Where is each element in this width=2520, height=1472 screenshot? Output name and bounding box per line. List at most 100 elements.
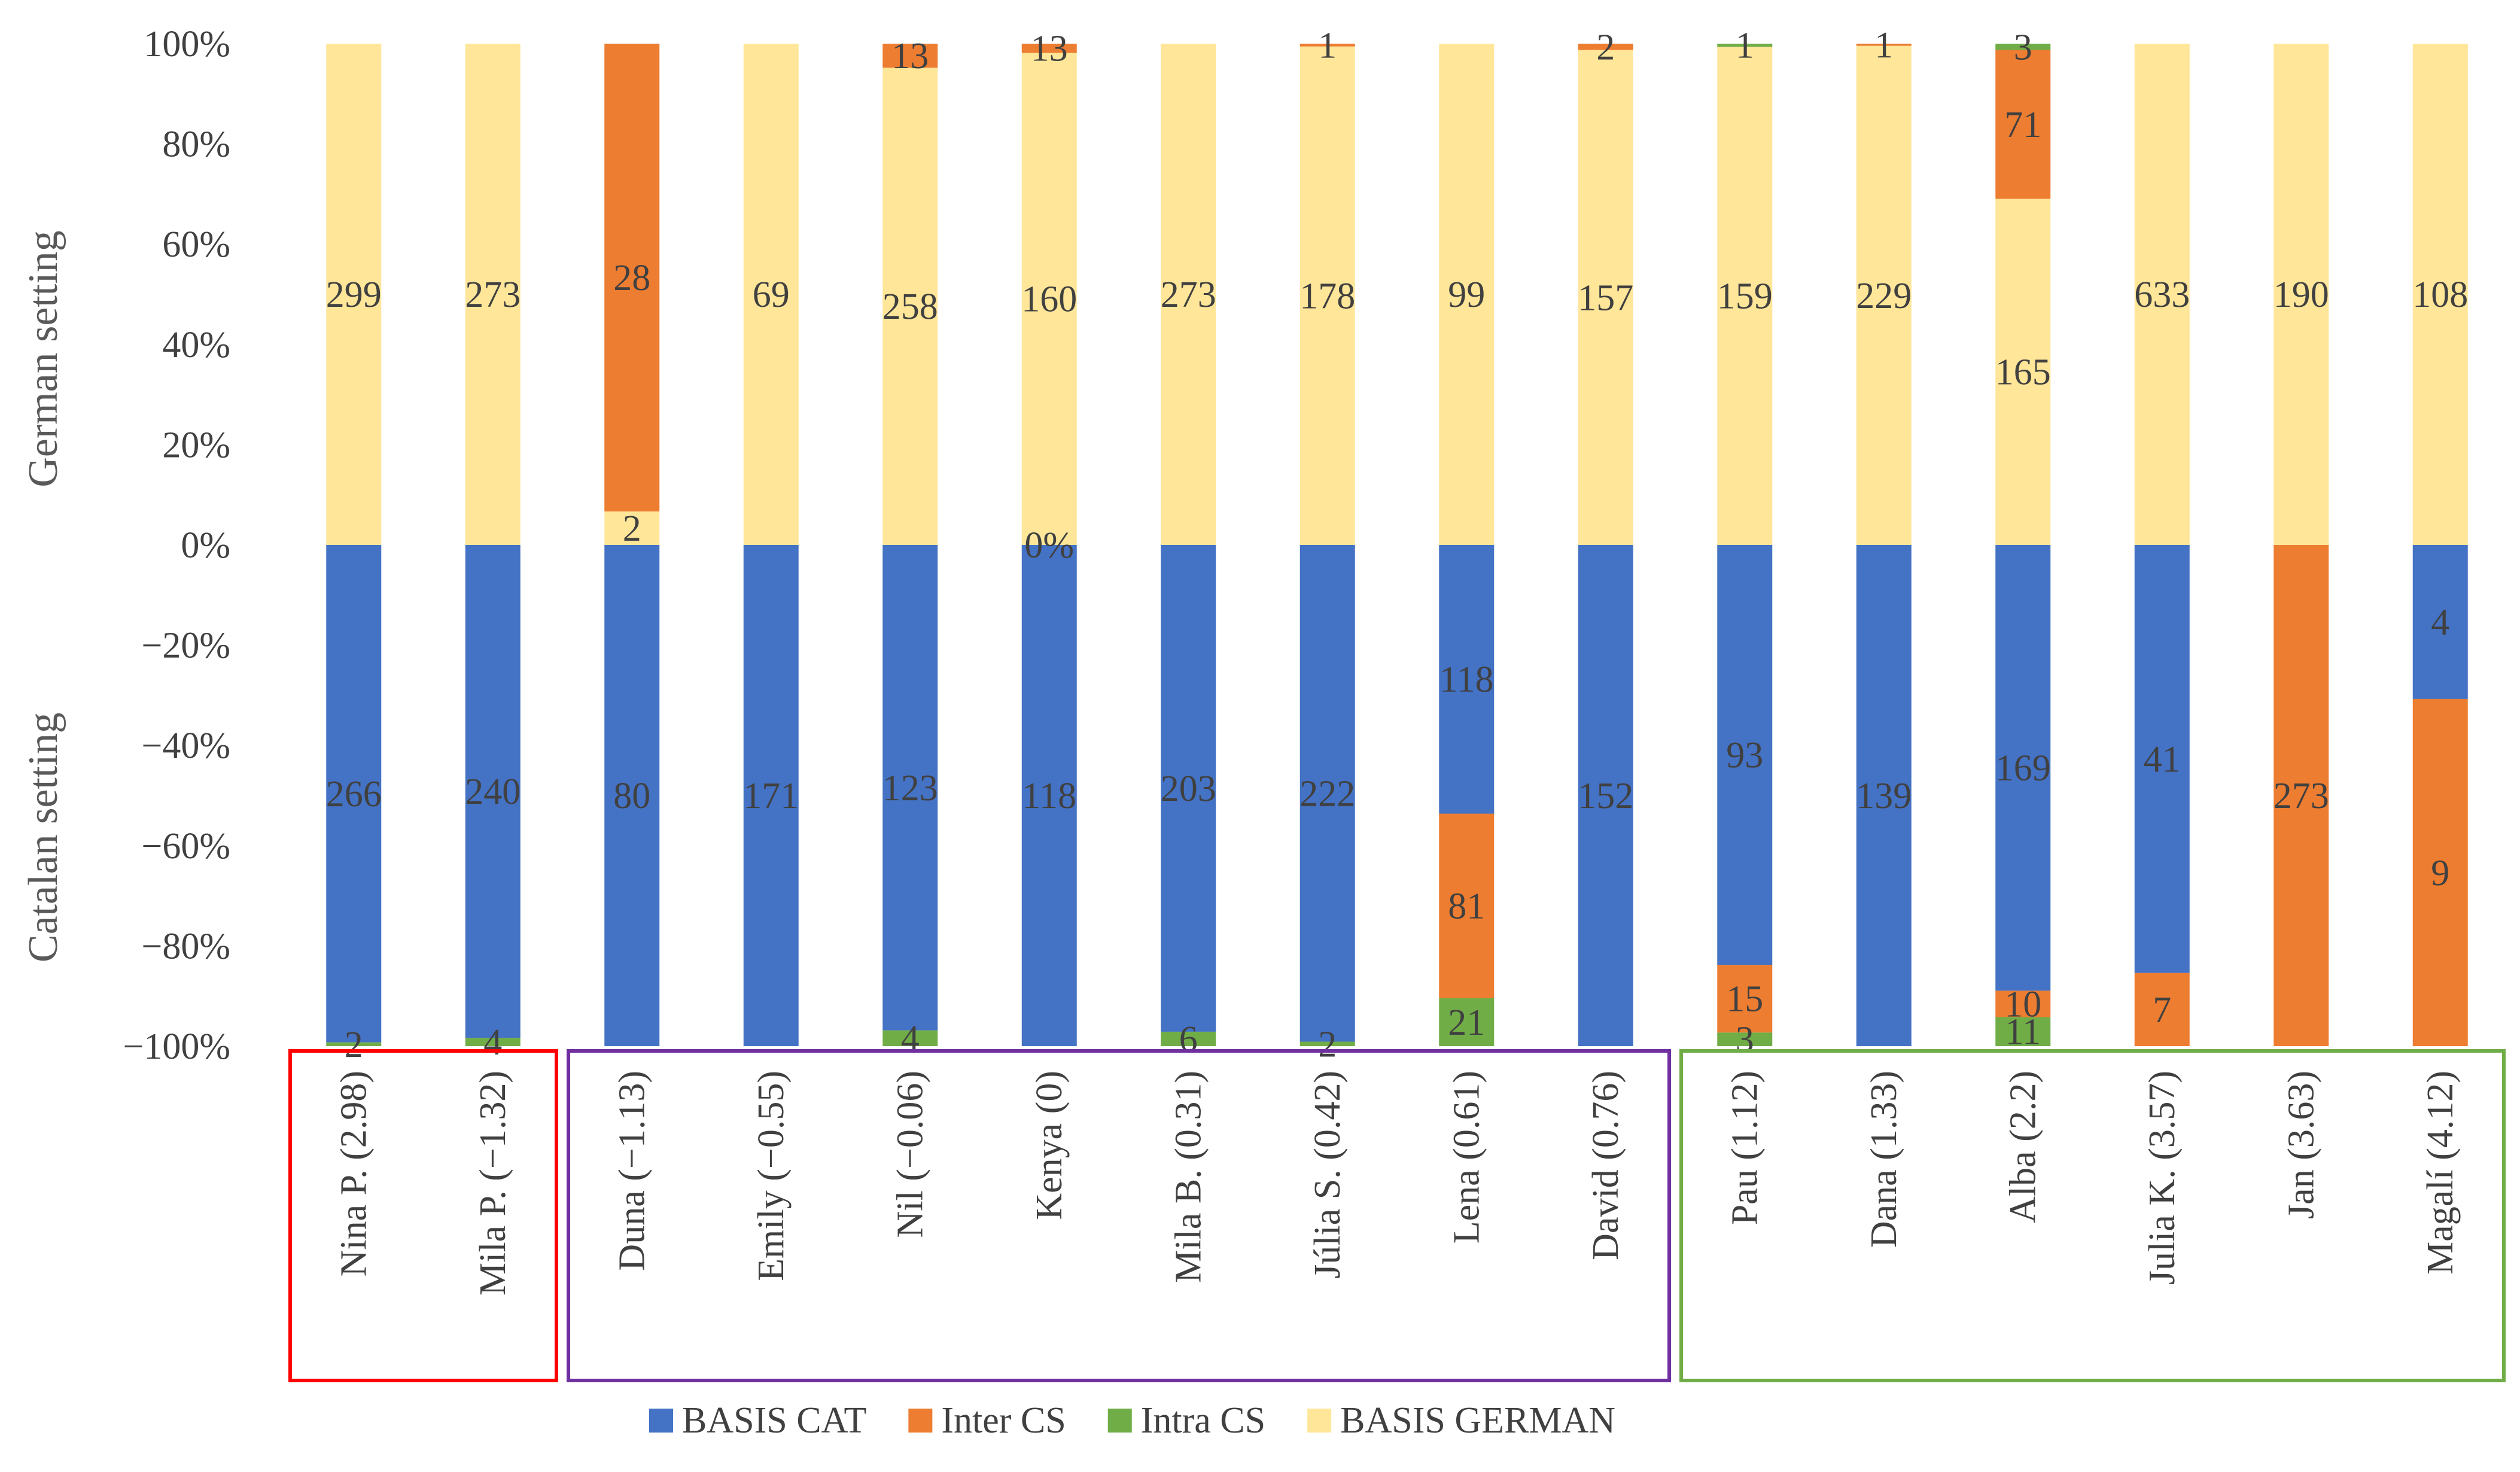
- y-axis-ticks: 100% 80% 60% 40% 20% 0% −20% −40% −60% −80% −100%: [123, 24, 230, 1067]
- bar-segment-german: [1299, 46, 1355, 545]
- data-label: 80: [613, 776, 650, 816]
- data-label: 11: [2005, 1012, 2041, 1053]
- bar-segment-german: [1299, 44, 1355, 47]
- data-label: 2: [1596, 27, 1615, 68]
- bar-segment-german: [1995, 50, 2051, 199]
- group-box: [1679, 1049, 2506, 1382]
- bar-segment-catalan: [2134, 545, 2190, 973]
- bar-segment-german: [1856, 45, 1912, 545]
- bar-segment-catalan: [1995, 991, 2051, 1017]
- x-axis-labels: Nina P. (2.98) Mila P. (−1.32) Duna (−1.13…: [333, 1071, 2461, 1296]
- y-tick-label: −40%: [141, 726, 230, 766]
- bar-segment-catalan: [1856, 545, 1912, 1046]
- category-label: Júlia S. (0.42): [1307, 1071, 1348, 1279]
- data-label: 3: [1736, 1020, 1754, 1060]
- data-label: 203: [1161, 769, 1216, 809]
- data-label: 169: [1995, 748, 2051, 789]
- bar-segment-catalan: [1717, 965, 1773, 1033]
- bar-segment-german: [882, 68, 938, 545]
- data-label: 41: [2144, 739, 2181, 780]
- category-label: David (0.76): [1585, 1071, 1626, 1260]
- legend-label: Intra CS: [1141, 1400, 1265, 1441]
- y-axis-title-german: German setting: [20, 230, 66, 487]
- y-axis-title-catalan: Catalan setting: [20, 712, 66, 962]
- category-label: Emily (−0.55): [751, 1071, 792, 1281]
- bar-segment-catalan: [1995, 545, 2051, 991]
- bar-segment-german: [1439, 44, 1495, 545]
- bar-segment-german: [2274, 44, 2329, 545]
- legend-swatch: [1107, 1409, 1132, 1433]
- data-label: 222: [1299, 773, 1355, 814]
- data-label: 4: [483, 1022, 502, 1063]
- data-label: 7: [2153, 990, 2171, 1031]
- data-label: 4: [2431, 602, 2449, 643]
- data-label: 4: [901, 1019, 920, 1059]
- bar-segment-catalan: [465, 1038, 521, 1046]
- data-label: 229: [1856, 276, 1912, 316]
- bar-segment-catalan: [1021, 545, 1077, 1046]
- data-label: 99: [1448, 275, 1485, 315]
- data-label: 178: [1299, 276, 1355, 316]
- data-label: 3: [2014, 27, 2032, 68]
- bar-segment-german: [1856, 44, 1912, 46]
- data-label: 258: [882, 287, 938, 327]
- data-label: 165: [1995, 352, 2051, 393]
- bar-segment-german: [1995, 44, 2051, 50]
- bar-segment-catalan: [1578, 545, 1633, 1046]
- bar-segment-german: [604, 511, 660, 545]
- data-label: 108: [2412, 275, 2468, 315]
- category-label: Kenya (0): [1029, 1071, 1070, 1220]
- bar-segment-german: [604, 44, 660, 512]
- bar-segment-german: [326, 44, 382, 545]
- bar-segment-catalan: [1439, 813, 1495, 999]
- data-label: 2: [1318, 1024, 1337, 1065]
- y-tick-label: 100%: [144, 24, 230, 65]
- bar-segment-german: [1021, 44, 1077, 53]
- bar-segment-german: [882, 44, 938, 68]
- y-tick-label: 0%: [181, 525, 230, 566]
- bar-segment-german: [465, 44, 521, 545]
- bar-segment-catalan: [604, 545, 660, 1046]
- data-label: 81: [1448, 886, 1485, 927]
- bars: [326, 44, 2468, 1046]
- data-label: 28: [613, 258, 650, 298]
- data-label: 2: [345, 1025, 363, 1065]
- data-label: 273: [465, 275, 521, 315]
- data-label: 1: [1318, 25, 1337, 66]
- data-label: 160: [1021, 279, 1077, 320]
- legend-swatch: [649, 1409, 673, 1433]
- legend-swatch: [1307, 1409, 1332, 1433]
- category-label: Alba (2.2): [2002, 1071, 2043, 1223]
- data-label: 118: [1439, 660, 1494, 700]
- data-label: 21: [1448, 1002, 1485, 1043]
- data-label: 118: [1022, 776, 1076, 816]
- bar-segment-german: [1995, 199, 2051, 545]
- data-label: 6: [1179, 1019, 1198, 1060]
- legend: BASIS CAT Inter CS Intra CS BASIS GERMAN: [649, 1400, 1615, 1441]
- data-label: 171: [743, 776, 799, 816]
- bar-segment-catalan: [882, 545, 938, 1031]
- bar-segment-catalan: [1299, 545, 1355, 1042]
- bar-segment-german: [1161, 44, 1216, 545]
- y-tick-label: 60%: [162, 224, 230, 265]
- data-label: 139: [1856, 776, 1912, 816]
- data-label: 15: [1726, 979, 1763, 1020]
- data-label: 240: [465, 772, 521, 812]
- group-box: [288, 1049, 558, 1382]
- category-label: Julia K. (3.57): [2142, 1071, 2183, 1285]
- bar-segment-catalan: [326, 1042, 382, 1046]
- data-label: 123: [882, 768, 938, 809]
- bar-segment-german: [2134, 44, 2190, 545]
- bar-segment-catalan: [2412, 699, 2468, 1046]
- category-label: Dana (1.33): [1864, 1071, 1904, 1248]
- data-label: 190: [2274, 275, 2329, 315]
- category-label: Mila B. (0.31): [1168, 1071, 1209, 1283]
- bar-segment-catalan: [743, 545, 799, 1046]
- bar-segment-catalan: [1717, 1032, 1773, 1046]
- bar-segment-catalan: [1299, 1041, 1355, 1046]
- y-tick-label: 20%: [162, 425, 230, 465]
- axis-titles: German setting Catalan setting: [20, 230, 66, 962]
- data-label: 1: [1874, 25, 1893, 66]
- category-label: Magalí (4.12): [2420, 1071, 2461, 1275]
- data-label: 157: [1578, 278, 1633, 318]
